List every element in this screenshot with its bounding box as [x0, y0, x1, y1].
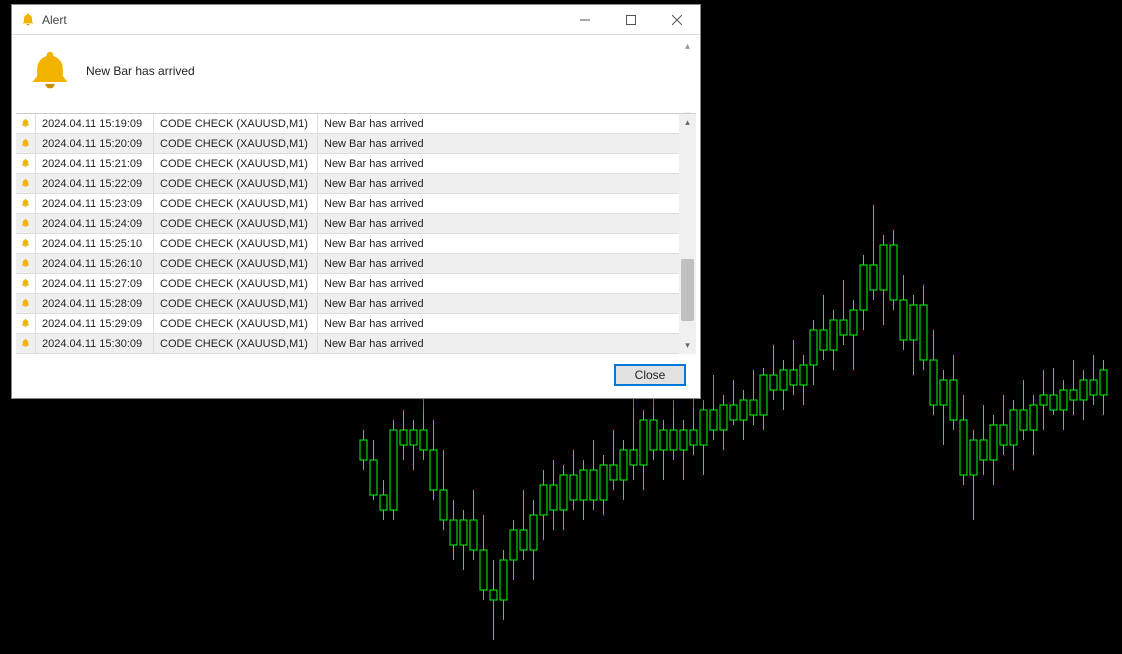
table-row[interactable]: 2024.04.11 15:30:09CODE CHECK (XAUUSD,M1… — [16, 334, 696, 354]
alert-header: New Bar has arrived ▴ ▾ — [12, 35, 700, 113]
row-message: New Bar has arrived — [318, 334, 696, 353]
row-source: CODE CHECK (XAUUSD,M1) — [154, 234, 318, 253]
table-row[interactable]: 2024.04.11 15:23:09CODE CHECK (XAUUSD,M1… — [16, 194, 696, 214]
bell-icon — [16, 254, 36, 273]
row-source: CODE CHECK (XAUUSD,M1) — [154, 314, 318, 333]
row-message: New Bar has arrived — [318, 114, 696, 133]
alert-message: New Bar has arrived — [86, 64, 195, 78]
table-row[interactable]: 2024.04.11 15:28:09CODE CHECK (XAUUSD,M1… — [16, 294, 696, 314]
row-timestamp: 2024.04.11 15:28:09 — [36, 294, 154, 313]
row-timestamp: 2024.04.11 15:30:09 — [36, 334, 154, 353]
row-source: CODE CHECK (XAUUSD,M1) — [154, 254, 318, 273]
scroll-thumb[interactable] — [681, 259, 694, 321]
row-message: New Bar has arrived — [318, 314, 696, 333]
table-row[interactable]: 2024.04.11 15:20:09CODE CHECK (XAUUSD,M1… — [16, 134, 696, 154]
row-source: CODE CHECK (XAUUSD,M1) — [154, 154, 318, 173]
table-row[interactable]: 2024.04.11 15:26:10CODE CHECK (XAUUSD,M1… — [16, 254, 696, 274]
row-timestamp: 2024.04.11 15:25:10 — [36, 234, 154, 253]
table-scrollbar[interactable]: ▴ ▾ — [679, 114, 696, 354]
row-message: New Bar has arrived — [318, 274, 696, 293]
row-message: New Bar has arrived — [318, 134, 696, 153]
bell-icon — [16, 114, 36, 133]
bell-icon — [16, 234, 36, 253]
row-message: New Bar has arrived — [318, 154, 696, 173]
row-timestamp: 2024.04.11 15:19:09 — [36, 114, 154, 133]
alert-table: 2024.04.11 15:19:09CODE CHECK (XAUUSD,M1… — [16, 113, 696, 354]
scroll-up-icon[interactable]: ▴ — [685, 41, 690, 52]
maximize-button[interactable] — [608, 5, 654, 35]
table-row[interactable]: 2024.04.11 15:25:10CODE CHECK (XAUUSD,M1… — [16, 234, 696, 254]
row-source: CODE CHECK (XAUUSD,M1) — [154, 334, 318, 353]
bell-icon — [28, 49, 72, 93]
row-message: New Bar has arrived — [318, 174, 696, 193]
scroll-up-icon[interactable]: ▴ — [679, 114, 696, 131]
row-source: CODE CHECK (XAUUSD,M1) — [154, 194, 318, 213]
minimize-button[interactable] — [562, 5, 608, 35]
bell-icon — [16, 274, 36, 293]
table-row[interactable]: 2024.04.11 15:22:09CODE CHECK (XAUUSD,M1… — [16, 174, 696, 194]
row-timestamp: 2024.04.11 15:27:09 — [36, 274, 154, 293]
bell-icon — [20, 12, 36, 28]
button-bar: Close — [12, 354, 700, 398]
row-source: CODE CHECK (XAUUSD,M1) — [154, 174, 318, 193]
titlebar[interactable]: Alert — [12, 5, 700, 35]
row-timestamp: 2024.04.11 15:20:09 — [36, 134, 154, 153]
bell-icon — [16, 194, 36, 213]
row-timestamp: 2024.04.11 15:23:09 — [36, 194, 154, 213]
window-title: Alert — [42, 13, 562, 27]
row-timestamp: 2024.04.11 15:21:09 — [36, 154, 154, 173]
close-window-button[interactable] — [654, 5, 700, 35]
table-row[interactable]: 2024.04.11 15:29:09CODE CHECK (XAUUSD,M1… — [16, 314, 696, 334]
row-timestamp: 2024.04.11 15:24:09 — [36, 214, 154, 233]
row-timestamp: 2024.04.11 15:22:09 — [36, 174, 154, 193]
bell-icon — [16, 134, 36, 153]
close-button[interactable]: Close — [614, 364, 686, 386]
row-timestamp: 2024.04.11 15:29:09 — [36, 314, 154, 333]
table-row[interactable]: 2024.04.11 15:27:09CODE CHECK (XAUUSD,M1… — [16, 274, 696, 294]
row-message: New Bar has arrived — [318, 194, 696, 213]
row-message: New Bar has arrived — [318, 214, 696, 233]
bell-icon — [16, 294, 36, 313]
row-source: CODE CHECK (XAUUSD,M1) — [154, 134, 318, 153]
scroll-down-icon[interactable]: ▾ — [679, 337, 696, 354]
bell-icon — [16, 154, 36, 173]
row-source: CODE CHECK (XAUUSD,M1) — [154, 214, 318, 233]
alert-dialog: Alert New Bar has arrived ▴ ▾ 2024.04.11… — [11, 4, 701, 399]
scroll-track[interactable] — [679, 131, 696, 337]
header-scrollbar[interactable]: ▴ ▾ — [679, 41, 696, 121]
table-row[interactable]: 2024.04.11 15:21:09CODE CHECK (XAUUSD,M1… — [16, 154, 696, 174]
bell-icon — [16, 314, 36, 333]
table-row[interactable]: 2024.04.11 15:19:09CODE CHECK (XAUUSD,M1… — [16, 114, 696, 134]
bell-icon — [16, 334, 36, 353]
bell-icon — [16, 214, 36, 233]
row-source: CODE CHECK (XAUUSD,M1) — [154, 274, 318, 293]
row-timestamp: 2024.04.11 15:26:10 — [36, 254, 154, 273]
row-message: New Bar has arrived — [318, 294, 696, 313]
row-source: CODE CHECK (XAUUSD,M1) — [154, 114, 318, 133]
row-message: New Bar has arrived — [318, 234, 696, 253]
bell-icon — [16, 174, 36, 193]
row-source: CODE CHECK (XAUUSD,M1) — [154, 294, 318, 313]
table-row[interactable]: 2024.04.11 15:24:09CODE CHECK (XAUUSD,M1… — [16, 214, 696, 234]
row-message: New Bar has arrived — [318, 254, 696, 273]
